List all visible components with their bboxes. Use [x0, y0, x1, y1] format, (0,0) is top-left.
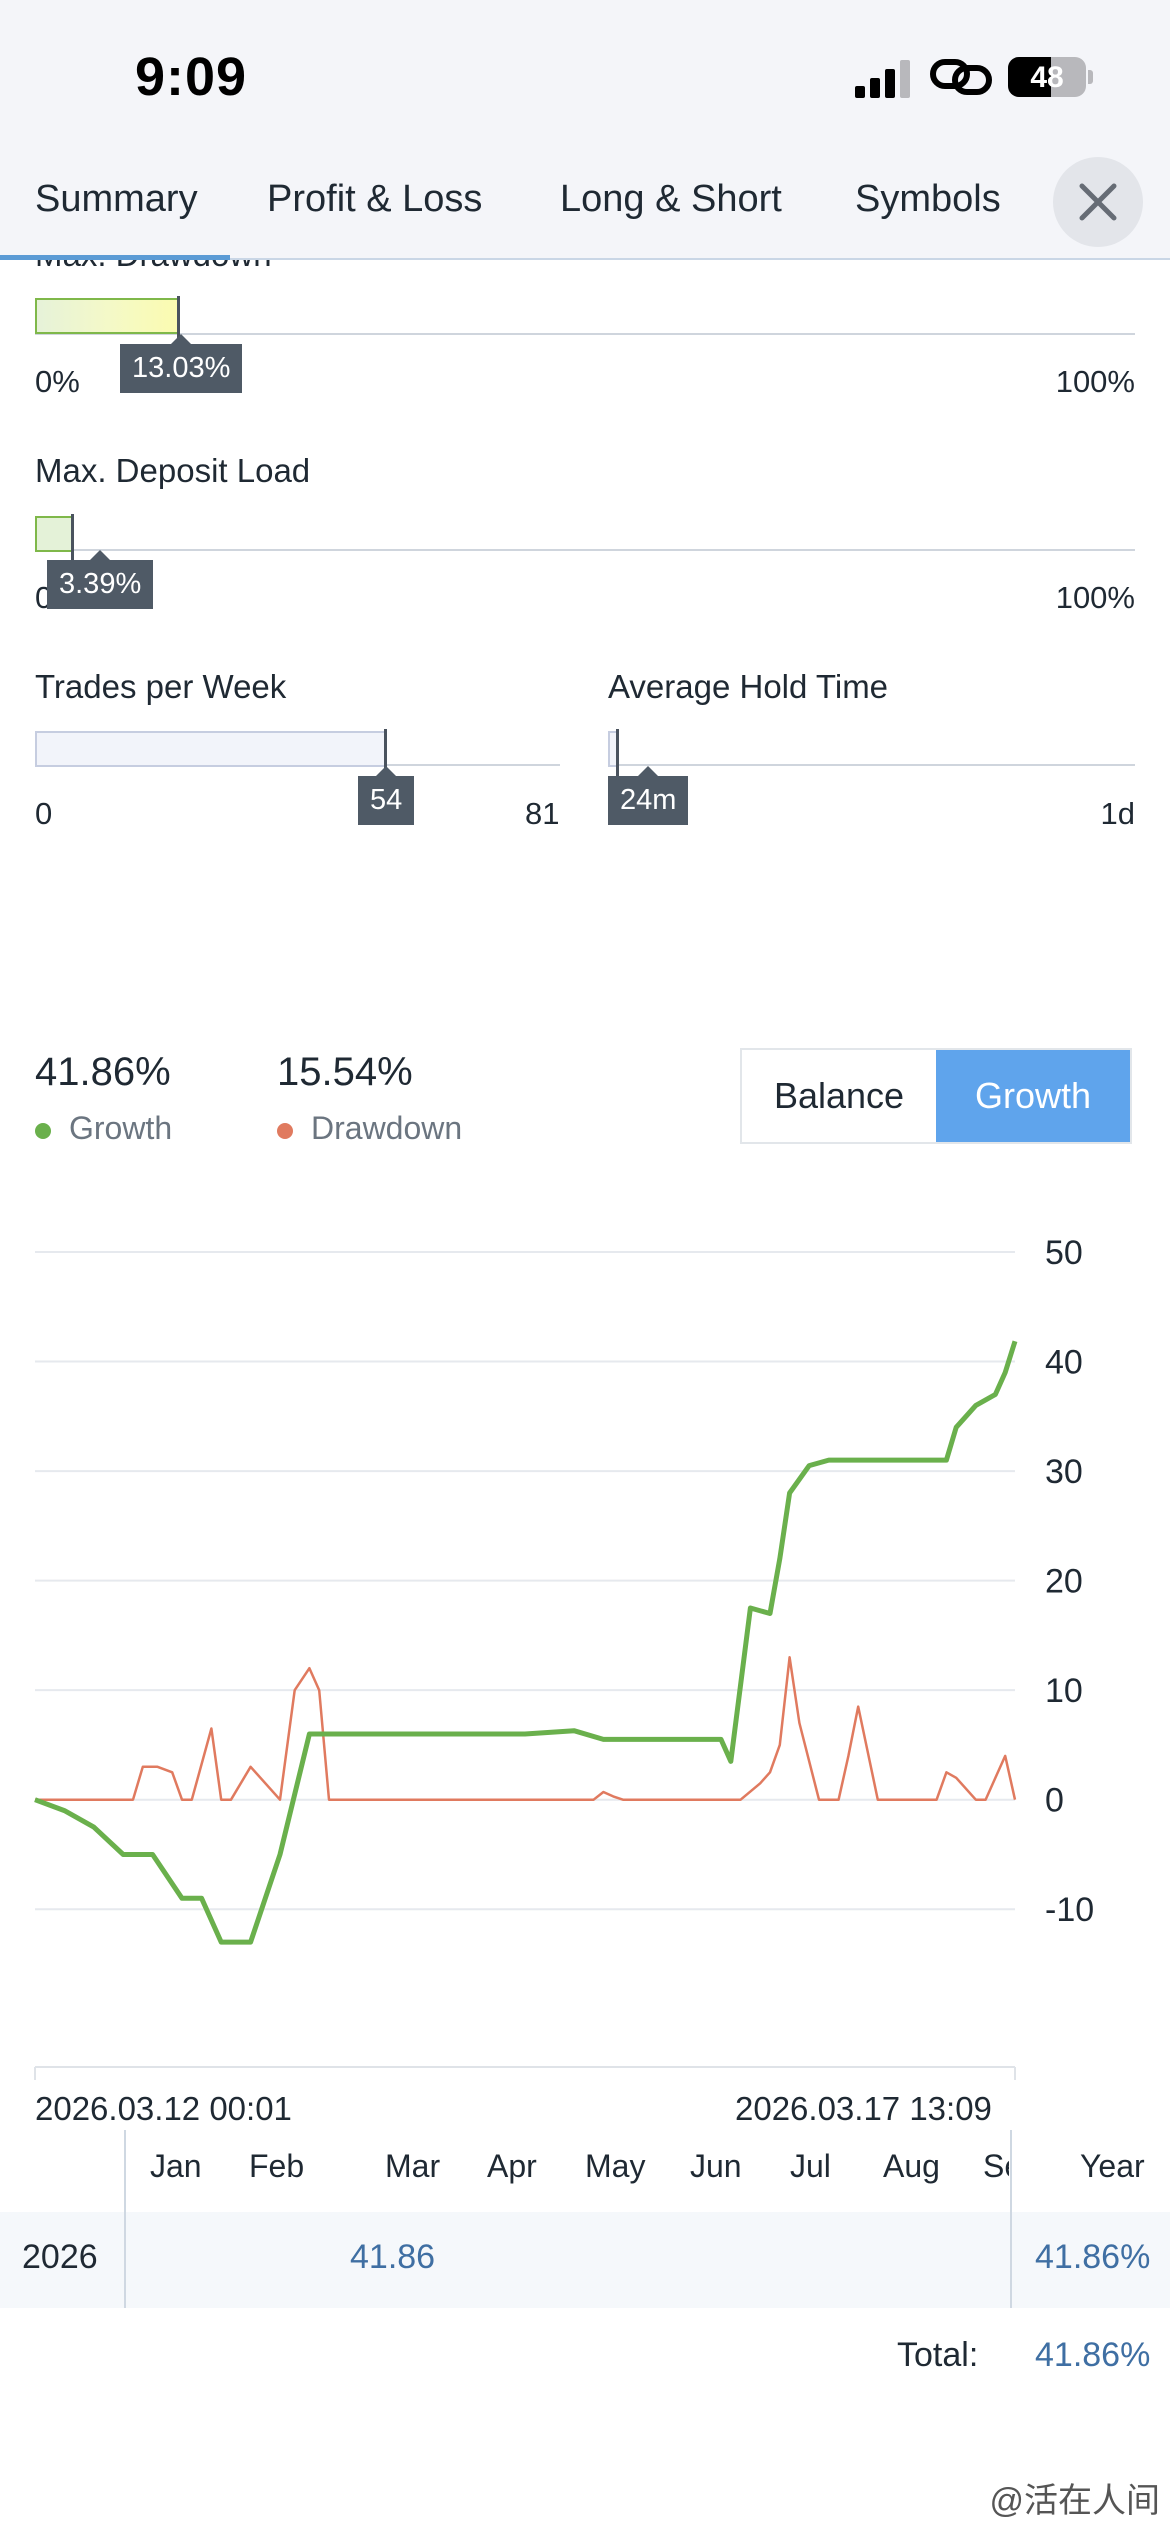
growth-dot-icon	[35, 1122, 51, 1139]
y-tick-label: 50	[1045, 1234, 1083, 1272]
max-drawdown-max: 100%	[1055, 364, 1135, 399]
row-divider-left	[124, 2212, 126, 2308]
status-bar: 9:09 48	[0, 0, 1170, 150]
table-divider-right	[1010, 2130, 1012, 2262]
row-year: 2026	[22, 2238, 98, 2276]
table-row	[0, 2212, 1170, 2308]
max-drawdown-track	[35, 333, 1135, 335]
battery-icon: 48	[1008, 57, 1086, 97]
drawdown-legend-label: Drawdown	[311, 1110, 463, 1146]
close-icon	[1079, 183, 1117, 221]
growth-legend-label: Growth	[69, 1110, 173, 1146]
month-feb: Feb	[249, 2148, 305, 2184]
tab-profit-loss[interactable]: Profit & Loss	[267, 178, 483, 220]
trades-per-week-value: 54	[358, 766, 415, 825]
max-deposit-load-max: 100%	[1055, 580, 1135, 615]
month-aug: Aug	[883, 2148, 940, 2184]
y-tick-label: 10	[1045, 1672, 1083, 1710]
chart-start-date: 2026.03.12 00:01	[35, 2090, 292, 2127]
growth-value: 41.86%	[35, 1050, 171, 1094]
trades-per-week-label: Trades per Week	[35, 668, 287, 705]
y-tick-label: -10	[1045, 1891, 1094, 1929]
max-drawdown-fill	[35, 298, 180, 334]
y-tick-label: 20	[1045, 1563, 1083, 1601]
trades-per-week-fill	[35, 731, 386, 767]
drawdown-series-line	[35, 1656, 1017, 1801]
cellular-signal-icon	[855, 58, 915, 98]
max-deposit-load-track	[35, 549, 1135, 551]
balance-button[interactable]: Balance	[742, 1050, 936, 1142]
row-year-total: 41.86%	[1035, 2238, 1151, 2276]
watermark: @活在人间	[989, 2482, 1160, 2520]
close-button[interactable]	[1053, 157, 1143, 247]
month-jul: Jul	[790, 2148, 831, 2184]
trades-per-week-min: 0	[35, 796, 53, 831]
growth-chart: 50 40 30 20 10 0 -10	[34, 1234, 1094, 2080]
total-value: 41.86%	[1035, 2336, 1151, 2374]
max-deposit-load-fill	[35, 516, 73, 552]
month-apr: Apr	[487, 2148, 537, 2184]
total-label: Total:	[897, 2336, 979, 2374]
trades-per-week-max: 81	[525, 796, 560, 831]
trades-per-week-marker	[384, 729, 387, 777]
chart-mode-toggle: Balance Growth	[740, 1048, 1132, 1144]
month-may: May	[585, 2148, 646, 2184]
growth-legend: Growth	[35, 1110, 172, 1147]
month-sep: Se	[983, 2148, 1009, 2184]
y-tick-label: 0	[1045, 1782, 1064, 1820]
row-divider-right	[1010, 2212, 1012, 2308]
max-deposit-load-value: 3.39%	[47, 550, 154, 609]
max-drawdown-label: Max. Drawdown	[35, 260, 272, 274]
table-divider-left	[124, 2130, 126, 2262]
tab-bar: Summary Profit & Loss Long & Short Symbo…	[0, 150, 1170, 260]
average-hold-time-max: 1d	[1100, 796, 1135, 831]
average-hold-time-marker	[616, 729, 619, 777]
month-mar: Mar	[385, 2148, 441, 2184]
battery-level: 48	[1030, 61, 1064, 94]
month-jan: Jan	[150, 2148, 202, 2184]
tab-long-short[interactable]: Long & Short	[560, 178, 782, 220]
year-header: Year	[1080, 2148, 1145, 2184]
clock: 9:09	[135, 47, 248, 107]
row-mar-value: 41.86	[350, 2238, 436, 2276]
max-drawdown-marker	[177, 296, 180, 344]
max-drawdown-value: 13.03%	[120, 334, 243, 393]
max-deposit-load-marker	[71, 514, 74, 560]
drawdown-legend: Drawdown	[277, 1110, 462, 1147]
max-drawdown-min: 0%	[35, 364, 80, 399]
chart-end-date: 2026.03.17 13:09	[735, 2090, 992, 2127]
average-hold-time-track	[608, 764, 1135, 766]
month-jun: Jun	[690, 2148, 742, 2184]
active-tab-indicator	[0, 255, 230, 260]
growth-series-line	[34, 1340, 1018, 1945]
average-hold-time-value: 24m	[608, 766, 689, 825]
drawdown-dot-icon	[277, 1122, 293, 1139]
y-tick-label: 40	[1045, 1344, 1083, 1382]
drawdown-value: 15.54%	[277, 1050, 413, 1094]
tab-summary[interactable]: Summary	[35, 178, 198, 220]
link-icon	[930, 59, 992, 95]
y-tick-label: 30	[1045, 1453, 1083, 1491]
max-deposit-load-label: Max. Deposit Load	[35, 452, 311, 489]
battery-tip	[1088, 70, 1093, 84]
growth-button[interactable]: Growth	[936, 1050, 1130, 1142]
average-hold-time-label: Average Hold Time	[608, 668, 889, 705]
tab-symbols[interactable]: Symbols	[855, 178, 1001, 220]
